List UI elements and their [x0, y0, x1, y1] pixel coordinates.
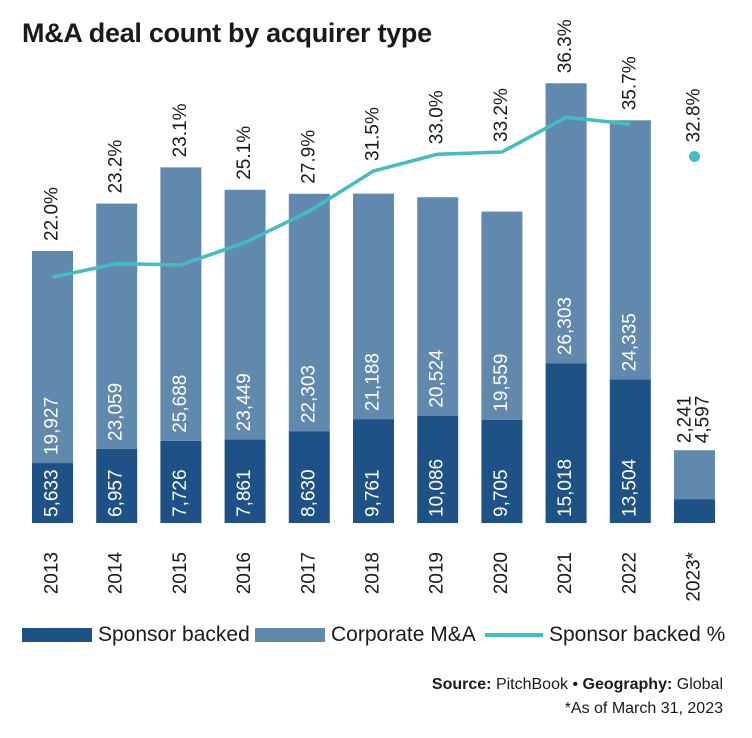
legend-label-sponsor: Sponsor backed — [98, 623, 250, 646]
year-label-2015: 2015 — [170, 552, 191, 594]
bar-corporate-2019 — [417, 197, 459, 416]
label-sponsor-2023*: 2,241 — [675, 396, 696, 444]
year-label-2017: 2017 — [298, 552, 319, 594]
label-pct-2016: 25.1% — [234, 126, 255, 180]
source-line: Source: PitchBook • Geography: Global — [432, 676, 723, 694]
label-sponsor-2017: 8,630 — [298, 469, 319, 517]
stacked-bar-chart: 5,633 19,927 2013 6,957 23,059 2014 7,726 25,68… — [32, 19, 715, 602]
source-bullet: • — [572, 676, 579, 693]
bar-corporate-2017 — [288, 193, 330, 432]
label-sponsor-2018: 9,761 — [363, 469, 384, 517]
year-label-2022: 2022 — [619, 552, 640, 594]
geography-label: Geography: — [582, 676, 673, 693]
bar-corporate-2014 — [96, 203, 138, 449]
label-pct-2013: 22.0% — [42, 187, 63, 241]
year-label-2018: 2018 — [363, 552, 384, 594]
legend-item-sponsor: Sponsor backed — [22, 623, 250, 647]
legend-item-pct: Sponsor backed % — [485, 623, 725, 647]
bar-sponsor-2017 — [288, 431, 330, 523]
label-corporate-2014: 23,059 — [106, 383, 127, 441]
line-sponsor-pct — [52, 115, 631, 279]
bar-sponsor-2016 — [224, 439, 266, 523]
label-corporate-2017: 22,303 — [298, 365, 319, 423]
label-sponsor-2016: 7,861 — [234, 469, 255, 517]
year-label-2020: 2020 — [491, 552, 512, 594]
label-corporate-2023*: 4,597 — [693, 396, 714, 444]
bar-sponsor-2015 — [160, 440, 202, 523]
bar-sponsor-2020 — [481, 419, 523, 523]
label-corporate-2019: 20,524 — [427, 349, 448, 408]
label-pct-2020: 33.2% — [491, 88, 512, 142]
legend-swatch-pct — [485, 633, 543, 637]
bar-corporate-2013 — [32, 250, 73, 464]
legend-swatch-sponsor — [22, 628, 92, 642]
label-pct-2019: 33.0% — [427, 90, 448, 144]
bar-sponsor-2014 — [96, 448, 138, 523]
label-corporate-2018: 21,188 — [363, 353, 384, 411]
label-sponsor-2013: 5,633 — [42, 469, 63, 517]
bar-sponsor-2018 — [353, 419, 394, 523]
label-pct-2023*: 32.8% — [684, 88, 705, 142]
bar-sponsor-2019 — [417, 415, 459, 523]
bar-corporate-2023* — [674, 450, 715, 500]
legend-item-corporate: Corporate M&A — [255, 623, 476, 647]
label-corporate-2015: 25,688 — [170, 375, 191, 433]
year-label-2013: 2013 — [42, 552, 63, 594]
label-corporate-2021: 26,303 — [555, 297, 576, 355]
label-pct-2022: 35.7% — [619, 56, 640, 110]
label-corporate-2020: 19,559 — [491, 354, 512, 412]
label-sponsor-2020: 9,705 — [491, 469, 512, 517]
footnote: *As of March 31, 2023 — [564, 700, 723, 717]
chart-title: M&A deal count by acquirer type — [22, 18, 432, 48]
label-corporate-2022: 24,335 — [619, 313, 640, 371]
year-label-2016: 2016 — [234, 552, 255, 594]
label-sponsor-2015: 7,726 — [170, 469, 191, 517]
year-label-2021: 2021 — [555, 552, 576, 594]
label-sponsor-2022: 13,504 — [619, 458, 640, 517]
year-label-2014: 2014 — [106, 552, 127, 595]
label-pct-2014: 23.2% — [106, 140, 127, 194]
label-pct-2021: 36.3% — [555, 19, 576, 73]
label-sponsor-2014: 6,957 — [106, 469, 127, 517]
label-corporate-2016: 23,449 — [234, 373, 255, 431]
point-sponsor-pct-2023* — [689, 150, 700, 162]
legend-swatch-corporate — [255, 628, 325, 642]
year-label-2019: 2019 — [427, 552, 448, 594]
source-value: PitchBook — [495, 676, 568, 693]
year-label-2023*: 2023* — [684, 551, 705, 601]
bar-sponsor-2023* — [674, 499, 715, 523]
bar-sponsor-2021 — [545, 363, 587, 523]
label-sponsor-2021: 15,018 — [555, 459, 576, 517]
bar-sponsor-2022 — [609, 379, 651, 523]
bar-corporate-2020 — [481, 211, 523, 420]
label-sponsor-2019: 10,086 — [427, 459, 448, 517]
bar-sponsor-2013 — [32, 463, 73, 523]
label-pct-2017: 27.9% — [298, 130, 319, 184]
bar-corporate-2015 — [160, 167, 202, 441]
bar-corporate-2021 — [545, 83, 587, 364]
legend: Sponsor backed Corporate M&A Sponsor bac… — [22, 623, 742, 653]
legend-label-pct: Sponsor backed % — [549, 623, 726, 646]
bar-corporate-2018 — [353, 193, 394, 420]
bar-corporate-2022 — [609, 120, 651, 380]
label-pct-2018: 31.5% — [363, 107, 384, 161]
source-label: Source: — [431, 676, 492, 693]
geography-value: Global — [676, 676, 723, 693]
label-corporate-2013: 19,927 — [42, 397, 63, 455]
bar-corporate-2016 — [224, 189, 266, 440]
label-pct-2015: 23.1% — [170, 103, 191, 157]
legend-label-corporate: Corporate M&A — [331, 623, 476, 646]
